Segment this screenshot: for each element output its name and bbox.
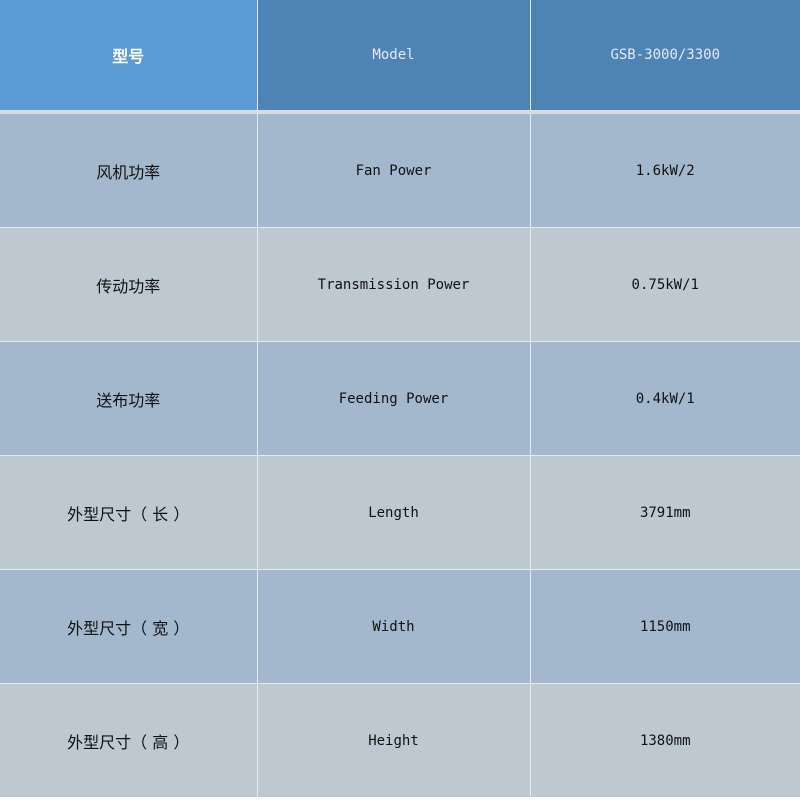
table-row: 送布功率 Feeding Power 0.4kW/1: [0, 341, 800, 456]
cell-cn: 风机功率: [0, 111, 257, 228]
cell-cn: 外型尺寸（ 宽 ）: [0, 569, 257, 684]
table-row: 风机功率 Fan Power 1.6kW/2: [0, 111, 800, 228]
header-cell-model-value: GSB-3000/3300: [529, 0, 800, 114]
cell-value: 1150mm: [529, 569, 800, 684]
table-row: 外型尺寸（ 宽 ） Width 1150mm: [0, 569, 800, 684]
table-row: 外型尺寸（ 高 ） Height 1380mm: [0, 683, 800, 797]
cell-value: 0.75kW/1: [529, 227, 800, 342]
cell-en: Length: [256, 455, 530, 570]
cell-en: Fan Power: [256, 111, 530, 228]
header-cell-model: Model: [256, 0, 530, 114]
cell-cn: 外型尺寸（ 高 ）: [0, 683, 257, 797]
cell-cn: 传动功率: [0, 227, 257, 342]
cell-cn: 送布功率: [0, 341, 257, 456]
cell-value: 3791mm: [529, 455, 800, 570]
cell-en: Width: [256, 569, 530, 684]
cell-en: Height: [256, 683, 530, 797]
table-row: 外型尺寸（ 长 ） Length 3791mm: [0, 455, 800, 570]
table-row: 传动功率 Transmission Power 0.75kW/1: [0, 227, 800, 342]
header-row: 型号 Model GSB-3000/3300: [0, 0, 800, 114]
cell-en: Feeding Power: [256, 341, 530, 456]
cell-value: 1380mm: [529, 683, 800, 797]
cell-value: 1.6kW/2: [529, 111, 800, 228]
cell-en: Transmission Power: [256, 227, 530, 342]
header-cell-type: 型号: [0, 0, 257, 114]
cell-cn: 外型尺寸（ 长 ）: [0, 455, 257, 570]
cell-value: 0.4kW/1: [529, 341, 800, 456]
